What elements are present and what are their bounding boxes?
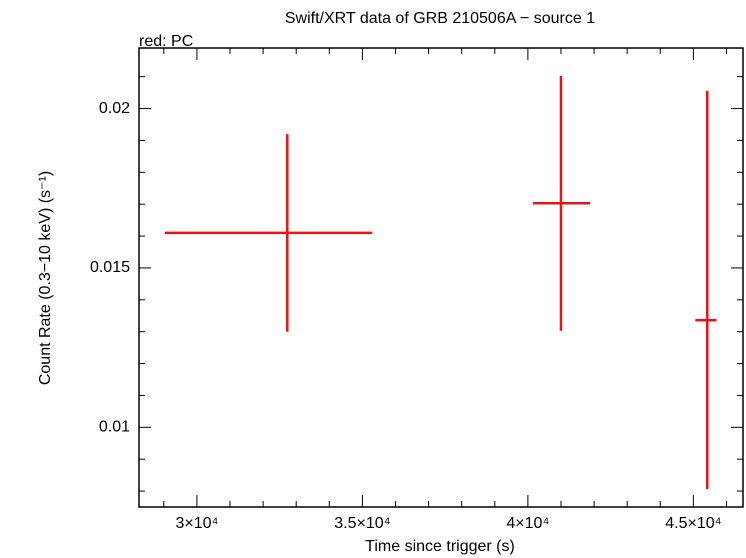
y-axis-label: Count Rate (0.3−10 keV) (s⁻¹) [37,171,54,385]
y-tick-label: 0.02 [99,100,130,117]
chart-title: Swift/XRT data of GRB 210506A − source 1 [285,10,595,27]
y-tick-label: 0.015 [90,259,130,276]
x-tick-label: 3×10⁴ [175,515,218,532]
chart-subtitle: red: PC [139,33,193,50]
plot-frame [138,47,744,508]
x-tick-label: 4.5×10⁴ [665,515,721,532]
y-tick-label: 0.01 [99,419,130,436]
x-axis-label: Time since trigger (s) [365,538,515,555]
x-tick-label: 4×10⁴ [506,515,549,532]
x-tick-label: 3.5×10⁴ [334,515,390,532]
